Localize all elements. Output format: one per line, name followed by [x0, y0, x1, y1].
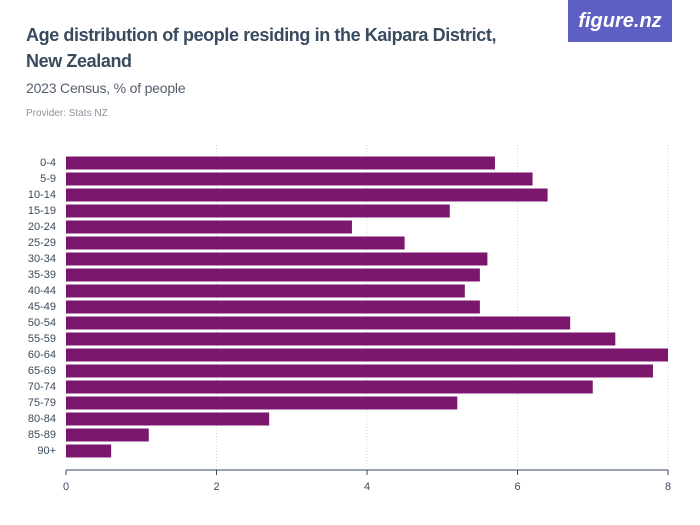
y-tick-label: 15-19 [28, 205, 56, 217]
bar [66, 220, 352, 234]
bar [66, 252, 488, 266]
chart-title: Age distribution of people residing in t… [26, 25, 497, 71]
bar [66, 300, 480, 314]
provider: Provider: Stats NZ [26, 108, 108, 119]
bar [66, 380, 593, 394]
x-tick-label: 4 [364, 481, 370, 493]
bar [66, 284, 465, 298]
bar [66, 236, 405, 250]
bar [66, 348, 668, 362]
y-tick-label: 40-44 [28, 285, 56, 297]
bar [66, 412, 270, 426]
y-tick-label: 85-89 [28, 429, 56, 441]
bar [66, 444, 112, 458]
y-tick-label: 55-59 [28, 333, 56, 345]
y-tick-label: 50-54 [28, 317, 56, 329]
bar [66, 188, 548, 202]
logo[interactable]: figure.nz [568, 0, 672, 42]
y-tick-label: 35-39 [28, 269, 56, 281]
y-tick-label: 75-79 [28, 397, 56, 409]
y-tick-label: 70-74 [28, 381, 56, 393]
y-tick-label: 0-4 [40, 157, 56, 169]
bar [66, 204, 450, 218]
bar [66, 428, 149, 442]
x-tick-label: 2 [213, 481, 219, 493]
y-tick-label: 25-29 [28, 237, 56, 249]
chart-subtitle: 2023 Census, % of people [26, 80, 186, 96]
bar [66, 316, 571, 330]
y-tick-label: 30-34 [28, 253, 56, 265]
y-tick-label: 10-14 [28, 189, 56, 201]
x-tick-label: 6 [514, 481, 520, 493]
y-tick-label: 5-9 [40, 173, 56, 185]
y-tick-label: 45-49 [28, 301, 56, 313]
x-tick-label: 0 [63, 481, 69, 493]
bar [66, 396, 458, 410]
y-tick-label: 60-64 [28, 349, 56, 361]
bar [66, 172, 533, 186]
x-tick-label: 8 [665, 481, 671, 493]
y-tick-label: 90+ [37, 445, 56, 457]
bar [66, 268, 480, 282]
bar [66, 364, 653, 378]
y-tick-label: 65-69 [28, 365, 56, 377]
y-tick-label: 80-84 [28, 413, 56, 425]
y-tick-label: 20-24 [28, 221, 56, 233]
bar [66, 156, 495, 170]
bar [66, 332, 616, 346]
